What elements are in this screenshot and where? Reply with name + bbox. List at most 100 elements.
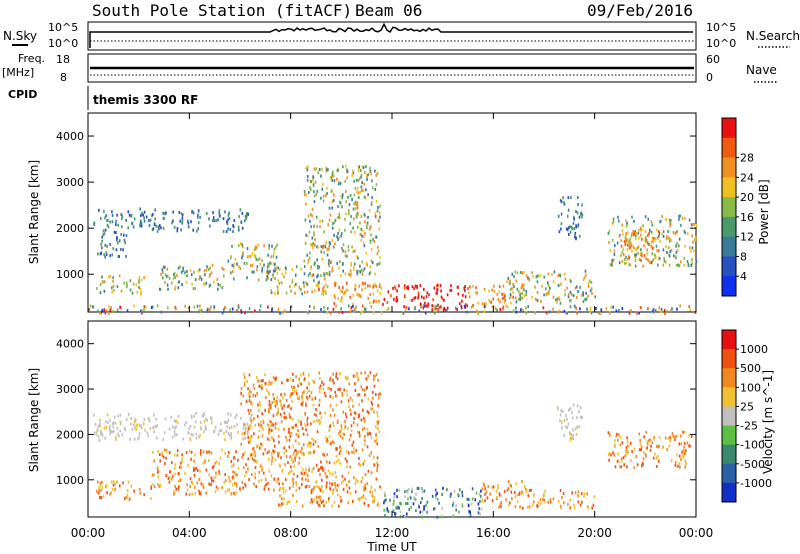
range-cell (307, 444, 309, 448)
range-cell (670, 219, 672, 222)
range-cell (242, 466, 245, 470)
range-cell (338, 388, 341, 392)
range-cell (438, 306, 441, 309)
range-cell (180, 212, 183, 216)
range-cell (536, 504, 539, 508)
range-cell (321, 485, 323, 489)
range-cell (270, 452, 273, 455)
range-cell (162, 455, 165, 459)
range-cell (274, 291, 276, 295)
range-cell (419, 302, 422, 306)
range-cell (642, 224, 644, 228)
range-cell (206, 309, 208, 313)
range-cell (510, 301, 512, 305)
colorbar-cell (722, 236, 736, 257)
range-cell (240, 220, 242, 224)
range-cell (500, 505, 502, 508)
range-cell (100, 432, 102, 436)
range-cell (614, 465, 617, 469)
range-cell (680, 458, 682, 461)
range-cell (427, 304, 429, 308)
range-cell (209, 224, 211, 228)
range-cell (407, 285, 409, 289)
range-cell (291, 400, 293, 404)
range-cell (126, 489, 129, 493)
range-cell (361, 427, 364, 431)
range-cell (567, 196, 570, 200)
range-cell (318, 503, 320, 507)
range-cell (212, 211, 214, 215)
colorbar-cell (722, 276, 736, 297)
range-cell (205, 268, 208, 272)
range-cell (649, 438, 651, 442)
range-cell (120, 247, 122, 251)
range-cell (173, 453, 176, 457)
range-cell (277, 407, 279, 411)
range-cell (289, 377, 292, 381)
range-cell (339, 461, 342, 465)
range-cell (394, 512, 396, 515)
range-cell (336, 447, 338, 451)
range-cell (341, 290, 343, 294)
range-cell (126, 495, 129, 499)
range-cell (203, 420, 206, 424)
range-cell (319, 489, 322, 492)
range-cell (577, 500, 580, 504)
range-cell (304, 265, 306, 269)
range-cell (479, 512, 481, 516)
range-cell (251, 473, 253, 476)
range-cell (223, 274, 225, 278)
range-cell (356, 203, 359, 207)
range-cell (346, 459, 348, 463)
range-cell (620, 459, 623, 463)
range-cell (251, 270, 253, 274)
range-cell (625, 261, 628, 265)
range-cell (370, 436, 373, 440)
range-cell (346, 170, 349, 173)
range-cell (333, 413, 336, 417)
freq-label: Freq. (18, 52, 45, 65)
range-cell (292, 485, 294, 488)
range-cell (189, 436, 191, 440)
range-cell (502, 305, 505, 309)
range-cell (369, 270, 372, 274)
range-cell (308, 373, 310, 377)
range-cell (209, 416, 212, 420)
range-cell (496, 308, 498, 312)
range-cell (309, 212, 312, 216)
range-cell (125, 281, 128, 285)
range-cell (312, 246, 314, 250)
range-cell (187, 464, 189, 467)
range-cell (200, 309, 203, 313)
range-cell (356, 201, 359, 204)
range-cell (114, 488, 116, 491)
range-cell (125, 234, 128, 238)
range-cell (177, 280, 180, 284)
range-cell (124, 496, 127, 500)
range-cell (268, 438, 271, 442)
range-cell (309, 451, 312, 455)
range-cell (530, 488, 532, 492)
range-cell (393, 499, 395, 503)
range-cell (129, 437, 131, 441)
range-cell (651, 441, 654, 444)
range-cell (153, 459, 155, 463)
range-cell (349, 269, 352, 273)
range-cell (196, 215, 199, 219)
range-cell (523, 283, 525, 287)
range-cell (523, 294, 526, 298)
range-cell (228, 476, 230, 480)
range-cell (422, 306, 425, 310)
range-cell (621, 250, 624, 254)
range-cell (477, 511, 480, 515)
range-cell (231, 307, 234, 311)
range-cell (191, 492, 194, 496)
range-cell (208, 482, 210, 486)
range-cell (296, 474, 299, 478)
range-cell (647, 307, 649, 311)
range-cell (357, 169, 360, 173)
range-cell (298, 456, 301, 460)
range-cell (377, 245, 379, 249)
range-cell (633, 466, 635, 470)
range-cell (413, 497, 416, 501)
